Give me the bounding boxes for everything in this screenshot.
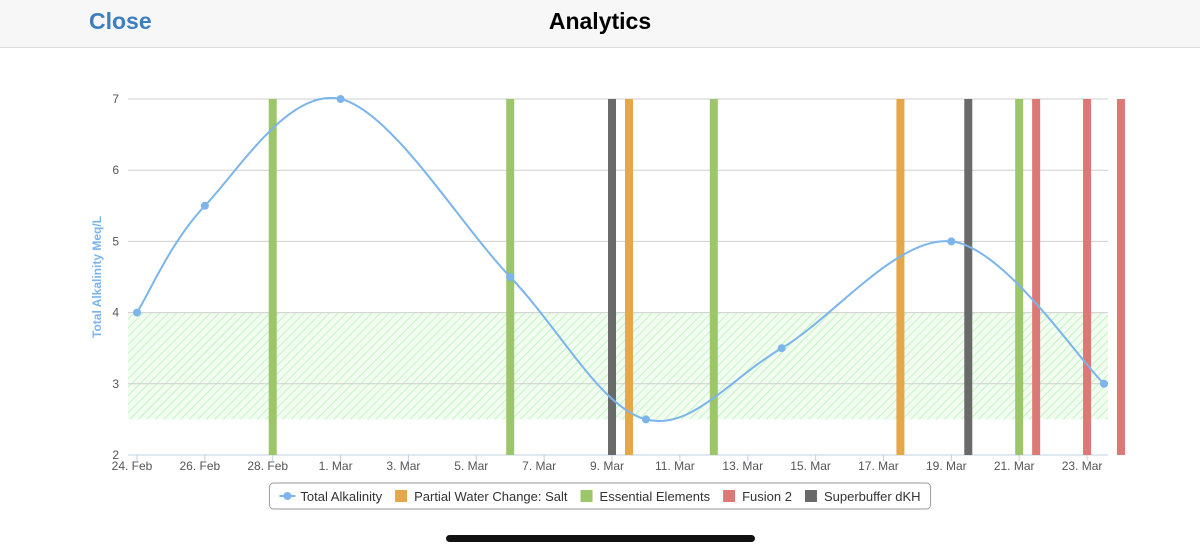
- total-alkalinity-line: [136, 96, 1105, 422]
- legend-item-label: Superbuffer dKH: [824, 489, 921, 504]
- y-tick-label: 6: [112, 163, 119, 177]
- data-point: [641, 415, 650, 424]
- x-tick-label: 9. Mar: [590, 459, 624, 473]
- page-title: Analytics: [548, 8, 652, 34]
- x-tick-label: 3. Mar: [386, 459, 420, 473]
- x-tick-label: 11. Mar: [655, 459, 695, 473]
- event-bar: [624, 99, 633, 455]
- x-tick-label: 7. Mar: [522, 459, 556, 473]
- legend-symbol: [804, 490, 817, 502]
- legend-item: Total Alkalinity: [279, 489, 383, 504]
- x-tick-label: 24. Feb: [112, 459, 153, 473]
- y-tick-label: 2: [112, 448, 119, 462]
- legend-symbol: [723, 490, 736, 502]
- event-bar: [1116, 99, 1125, 455]
- legend-item-label: Fusion 2: [742, 489, 792, 504]
- y-axis-title: Total Alkalinity Meq/L: [90, 216, 104, 338]
- event-bar: [709, 99, 718, 455]
- event-bar: [268, 99, 277, 455]
- event-bar: [1083, 99, 1092, 455]
- x-tick-label: 19. Mar: [926, 459, 967, 473]
- event-bar: [964, 99, 973, 455]
- legend-symbol: [395, 490, 408, 502]
- target-range-band: [128, 312, 1108, 420]
- top-bar: Close Analytics: [0, 0, 1200, 48]
- y-tick-label: 7: [112, 92, 119, 106]
- y-tick-label: 3: [112, 377, 119, 391]
- legend-item: Essential Elements: [580, 489, 711, 504]
- legend-symbol-marker: [283, 492, 292, 500]
- event-bar: [896, 99, 905, 455]
- data-point: [133, 308, 141, 317]
- y-tick-label: 5: [112, 234, 119, 248]
- data-point: [947, 237, 956, 246]
- legend: Total Alkalinity Partial Water Change: Sa…: [268, 482, 932, 510]
- x-tick-label: 15. Mar: [790, 459, 831, 473]
- x-tick-label: 17. Mar: [858, 459, 899, 473]
- y-tick-label: 4: [112, 306, 119, 320]
- legend-item: Fusion 2: [723, 489, 792, 504]
- legend-item-label: Essential Elements: [600, 489, 711, 504]
- legend-item: Superbuffer dKH: [804, 489, 921, 504]
- event-bar: [608, 99, 617, 455]
- x-tick-label: 26. Feb: [180, 459, 221, 473]
- legend-symbol: [580, 490, 593, 502]
- x-tick-label: 23. Mar: [1062, 459, 1103, 473]
- data-point: [336, 95, 345, 103]
- x-tick-label: 13. Mar: [722, 459, 763, 473]
- legend-item-label: Total Alkalinity: [300, 489, 382, 504]
- alkalinity-chart: 2 3 4 5 6 7 24. Feb 26. Feb 28. Feb 1. Mar 3. Mar 5…: [90, 92, 1125, 510]
- legend-box: [268, 482, 932, 510]
- x-tick-label: 28. Feb: [247, 459, 288, 473]
- home-indicator[interactable]: [446, 535, 755, 542]
- event-bar: [1032, 99, 1041, 455]
- data-point: [506, 273, 515, 281]
- legend-item-label: Partial Water Change: Salt: [414, 489, 568, 504]
- close-button[interactable]: Close: [89, 8, 152, 34]
- data-point: [200, 201, 209, 210]
- data-point: [1100, 379, 1108, 388]
- x-tick-label: 5. Mar: [454, 459, 488, 473]
- x-tick-label: 1. Mar: [319, 459, 353, 473]
- data-point: [777, 344, 786, 353]
- event-bar: [1015, 99, 1024, 455]
- x-tick-label: 21. Mar: [994, 459, 1035, 473]
- legend-item: Partial Water Change: Salt: [395, 489, 568, 504]
